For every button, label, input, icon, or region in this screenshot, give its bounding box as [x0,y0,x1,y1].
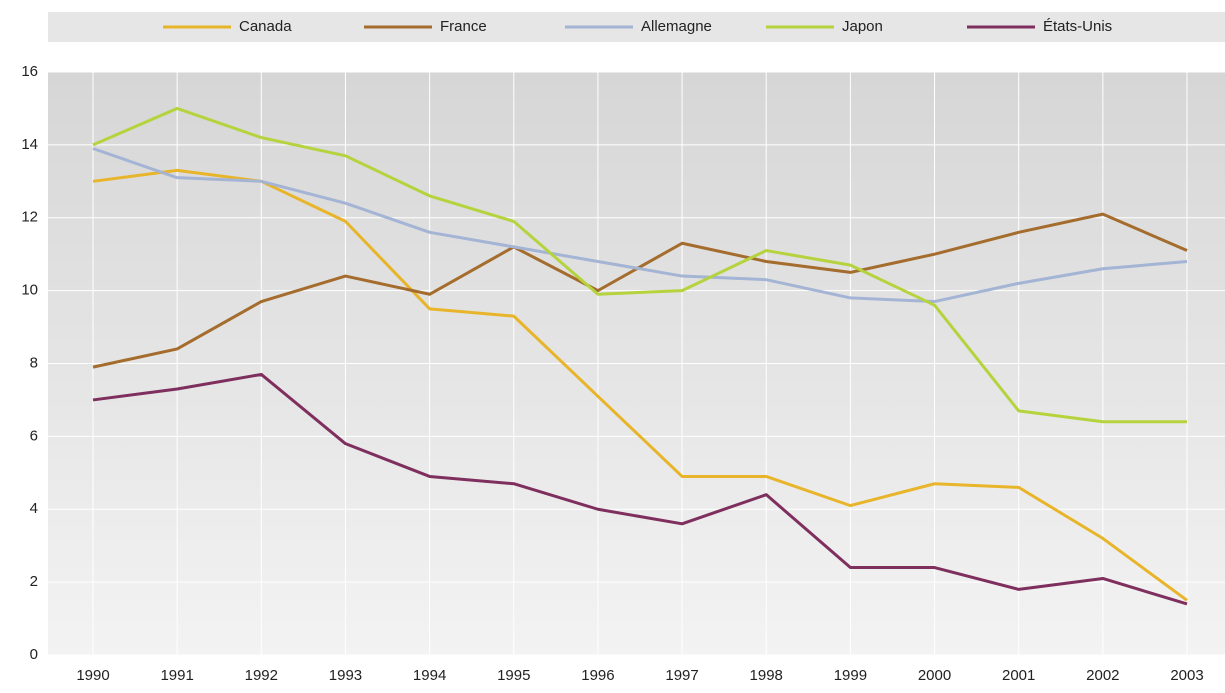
y-tick-label: 6 [30,427,38,444]
y-tick-label: 2 [30,573,38,590]
y-tick-label: 14 [21,136,38,153]
x-tick-label: 1993 [329,667,362,684]
x-tick-label: 2002 [1086,667,1119,684]
x-tick-label: 1999 [834,667,867,684]
x-tick-label: 1997 [665,667,698,684]
series-line [92,168,1188,602]
y-tick-label: 10 [21,282,38,299]
x-tick-label: 1994 [413,667,446,684]
y-tick-label: 12 [21,209,38,226]
series-line [92,147,1188,304]
x-tick-label: 1992 [245,667,278,684]
series-line [92,372,1188,606]
legend-label: Allemagne [641,18,712,35]
x-tick-label: 1998 [750,667,783,684]
x-tick-label: 2003 [1170,667,1203,684]
legend-label: France [440,18,487,35]
legend-label: Canada [239,18,292,35]
x-tick-label: 1991 [160,667,193,684]
y-tick-label: 8 [30,354,38,371]
y-tick-label: 4 [30,500,38,517]
x-tick-label: 1996 [581,667,614,684]
y-tick-label: 16 [21,63,38,80]
legend-label: États-Unis [1043,18,1112,35]
x-tick-label: 2001 [1002,667,1035,684]
x-tick-label: 1990 [76,667,109,684]
x-tick-label: 1995 [497,667,530,684]
series-line [92,212,1188,369]
legend-label: Japon [842,18,883,35]
x-tick-label: 2000 [918,667,951,684]
y-tick-label: 0 [30,646,38,663]
series-line [92,106,1187,424]
